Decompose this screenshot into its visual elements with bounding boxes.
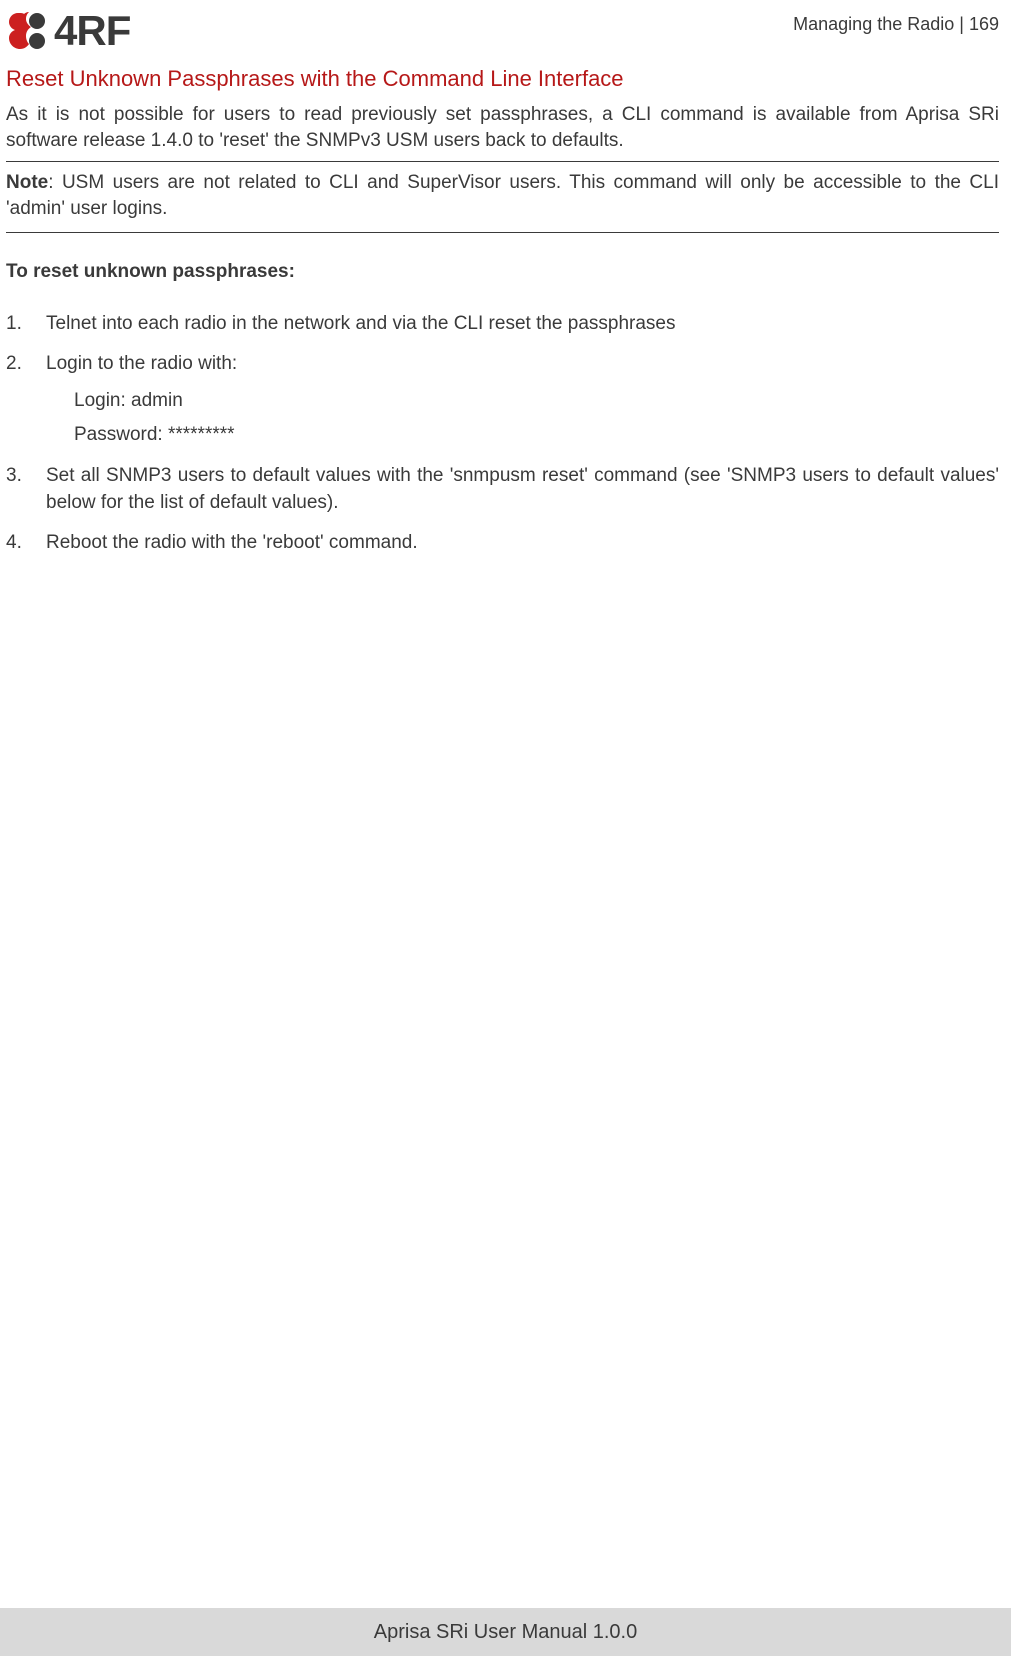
- header-meta: Managing the Radio | 169: [793, 8, 999, 35]
- page-title: Reset Unknown Passphrases with the Comma…: [6, 66, 999, 92]
- intro-paragraph: As it is not possible for users to read …: [6, 102, 999, 153]
- steps-list: Telnet into each radio in the network an…: [6, 311, 999, 571]
- step-1-text: Telnet into each radio in the network an…: [46, 313, 676, 334]
- logo-mark-icon: [6, 11, 48, 51]
- step-4: Reboot the radio with the 'reboot' comma…: [6, 530, 999, 557]
- step-3-text: Set all SNMP3 users to default values wi…: [46, 465, 999, 513]
- steps-heading: To reset unknown passphrases:: [6, 261, 999, 283]
- logo: 4RF: [6, 8, 130, 52]
- password-line: Password: *********: [74, 422, 999, 449]
- step-4-text: Reboot the radio with the 'reboot' comma…: [46, 532, 418, 553]
- step-2-text: Login to the radio with:: [46, 353, 237, 374]
- step-3: Set all SNMP3 users to default values wi…: [6, 463, 999, 516]
- step-2: Login to the radio with: Login: admin Pa…: [6, 351, 999, 449]
- page-header: 4RF Managing the Radio | 169: [6, 8, 999, 52]
- header-section: Managing the Radio: [793, 14, 954, 34]
- note-text: : USM users are not related to CLI and S…: [6, 172, 999, 219]
- page: 4RF Managing the Radio | 169 Reset Unkno…: [0, 0, 1011, 1656]
- page-footer: Aprisa SRi User Manual 1.0.0: [0, 1608, 1011, 1656]
- note-label: Note: [6, 172, 48, 193]
- step-1: Telnet into each radio in the network an…: [6, 311, 999, 338]
- logo-text: 4RF: [54, 10, 130, 52]
- login-line: Login: admin: [74, 388, 999, 415]
- step-2-credentials: Login: admin Password: *********: [74, 388, 999, 449]
- note-box: Note: USM users are not related to CLI a…: [6, 161, 999, 232]
- header-sep: |: [954, 14, 969, 34]
- header-page-number: 169: [969, 14, 999, 34]
